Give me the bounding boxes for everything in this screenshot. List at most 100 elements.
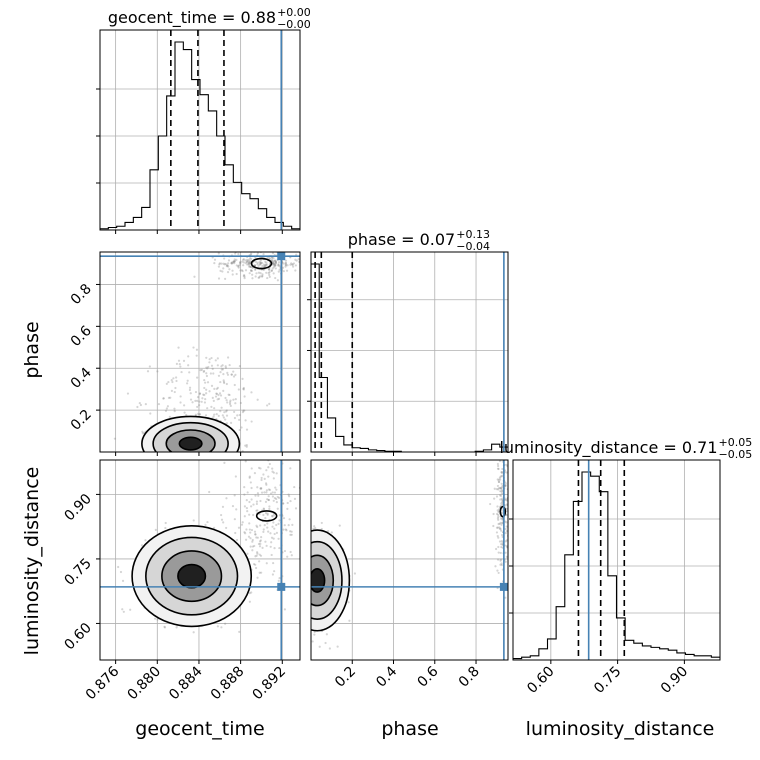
x-axis-label-luminosity-distance: luminosity_distance	[526, 718, 715, 740]
scatter-point	[113, 437, 117, 440]
panel-2-2: luminosity_distance = 0.71 +0.05−0.05 0.60…	[499, 436, 752, 697]
scatter-point	[222, 389, 225, 393]
scatter-point	[274, 261, 278, 264]
scatter-point	[249, 262, 252, 265]
scatter-point	[217, 277, 221, 280]
scatter-point	[138, 401, 141, 405]
scatter-point	[320, 521, 323, 525]
scatter-point	[272, 561, 275, 565]
scatter-point	[217, 397, 221, 400]
scatter-point	[501, 521, 504, 525]
scatter-point	[175, 379, 178, 383]
scatter-point	[180, 483, 182, 485]
scatter-point	[271, 514, 274, 517]
scatter-point	[210, 453, 212, 455]
scatter-point	[494, 448, 496, 450]
scatter-point	[225, 399, 228, 402]
scatter-point	[188, 388, 192, 392]
scatter-point	[500, 558, 503, 561]
scatter-point	[305, 617, 307, 619]
scatter-point	[192, 346, 195, 349]
scatter-point	[254, 563, 257, 566]
scatter-point	[288, 565, 290, 567]
scatter-point	[301, 596, 303, 598]
scatter-point	[504, 532, 507, 535]
scatter-point	[254, 533, 257, 536]
scatter-point	[256, 576, 259, 579]
scatter-point	[305, 579, 307, 581]
scatter-point	[207, 473, 209, 475]
scatter-point	[273, 263, 276, 266]
scatter-point	[188, 371, 191, 374]
scatter-point	[284, 264, 288, 267]
scatter-point	[303, 597, 305, 599]
scatter-point	[198, 413, 201, 416]
scatter-point	[177, 454, 179, 456]
scatter-point	[492, 512, 495, 516]
scatter-point	[304, 610, 306, 612]
scatter-point	[189, 454, 191, 456]
scatter-point	[308, 556, 310, 558]
scatter-point	[303, 574, 305, 576]
scatter-point	[249, 253, 252, 256]
scatter-point	[327, 260, 329, 262]
scatter-point	[309, 565, 311, 567]
scatter-point	[293, 553, 295, 555]
scatter-point	[264, 248, 266, 250]
panel-inner	[100, 248, 329, 485]
scatter-point	[244, 262, 247, 265]
scatter-point	[233, 383, 236, 387]
scatter-point	[267, 498, 270, 502]
scatter-point	[302, 560, 304, 562]
scatter-point	[232, 260, 235, 263]
scatter-point	[150, 462, 152, 464]
contour-secondary	[250, 257, 273, 270]
scatter-point	[268, 257, 271, 260]
scatter-point	[287, 493, 290, 496]
scatter-point	[278, 514, 281, 517]
scatter-point	[216, 457, 218, 459]
scatter-point	[251, 545, 255, 548]
scatter-point	[286, 610, 288, 612]
scatter-point	[307, 551, 309, 553]
scatter-point	[501, 474, 504, 477]
scatter-point	[271, 491, 274, 494]
histogram-phase	[311, 263, 508, 452]
scatter-point	[304, 558, 306, 560]
scatter-point	[229, 404, 232, 408]
scatter-point	[215, 455, 217, 457]
scatter-point	[307, 574, 309, 576]
scatter-point	[190, 454, 192, 456]
scatter-point	[305, 619, 307, 621]
scatter-point	[232, 375, 236, 378]
scatter-point	[174, 453, 176, 455]
scatter-point	[186, 382, 189, 385]
scatter-point	[232, 370, 235, 373]
scatter-point	[226, 264, 229, 267]
scatter-point	[273, 570, 276, 573]
scatter-point	[210, 462, 212, 464]
scatter-point	[266, 263, 269, 266]
scatter-point	[505, 513, 508, 517]
scatter-point	[307, 571, 309, 573]
scatter-point	[241, 521, 244, 524]
scatter-point	[264, 454, 266, 456]
scatter-point	[249, 259, 252, 263]
scatter-point	[175, 626, 178, 629]
scatter-point	[293, 497, 297, 500]
scatter-point	[313, 633, 316, 636]
scatter-point	[291, 263, 294, 266]
scatter-point	[262, 253, 265, 256]
scatter-point	[199, 454, 201, 456]
scatter-point	[254, 566, 258, 570]
scatter-point	[252, 503, 255, 506]
scatter-point	[327, 530, 330, 533]
scatter-point	[303, 604, 305, 606]
scatter-point	[259, 263, 262, 266]
scatter-point	[498, 527, 502, 530]
scatter-point	[181, 454, 183, 456]
scatter-point	[259, 499, 262, 503]
scatter-point	[180, 456, 182, 458]
scatter-point	[294, 258, 297, 261]
scatter-point	[283, 524, 286, 527]
